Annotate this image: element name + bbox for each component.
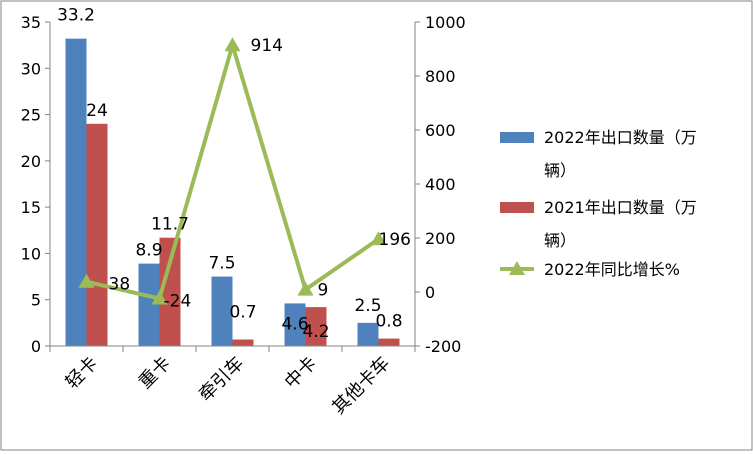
legend-label: 辆） bbox=[544, 161, 576, 180]
growth-marker-0 bbox=[78, 273, 95, 288]
y-right-tick-label: -200 bbox=[425, 337, 461, 356]
growth-data-label: 9 bbox=[318, 281, 329, 301]
bar-series2-3 bbox=[305, 307, 327, 346]
y-left-tick-label: 15 bbox=[21, 198, 41, 217]
growth-data-label: -24 bbox=[164, 291, 192, 311]
bar-data-label: 24 bbox=[86, 101, 108, 121]
y-right-tick-label: 400 bbox=[425, 175, 456, 194]
growth-marker-2 bbox=[224, 37, 241, 52]
legend-label: 2021年出口数量（万 bbox=[544, 198, 697, 217]
bar-series1-2 bbox=[211, 276, 233, 346]
bar-series1-4 bbox=[357, 322, 379, 346]
bar-series2-2 bbox=[232, 339, 254, 346]
bar-series2-4 bbox=[378, 338, 400, 346]
bar-data-label: 4.2 bbox=[302, 322, 329, 342]
growth-marker-3 bbox=[297, 281, 314, 296]
bar-data-label: 4.6 bbox=[281, 314, 308, 334]
growth-marker-4 bbox=[370, 231, 387, 246]
y-left-tick-label: 20 bbox=[21, 152, 41, 171]
bar-series2-0 bbox=[86, 123, 108, 346]
y-left-tick-label: 35 bbox=[21, 13, 41, 32]
bar-data-label: 2.5 bbox=[354, 296, 381, 316]
bar-series1-1 bbox=[138, 263, 160, 346]
legend-label: 2022年同比增长% bbox=[544, 260, 680, 279]
growth-marker-1 bbox=[151, 290, 168, 305]
bar-data-label: 11.7 bbox=[151, 215, 189, 235]
legend-label: 2022年出口数量（万 bbox=[544, 128, 697, 147]
legend-swatch-0 bbox=[500, 132, 534, 143]
legend-swatch-1 bbox=[500, 202, 534, 213]
bar-series1-0 bbox=[65, 38, 87, 347]
y-left-tick-label: 10 bbox=[21, 244, 41, 263]
y-right-tick-label: 0 bbox=[425, 283, 435, 302]
bar-data-label: 0.8 bbox=[375, 312, 402, 332]
y-right-tick-label: 200 bbox=[425, 229, 456, 248]
y-right-tick-label: 600 bbox=[425, 121, 456, 140]
y-left-tick-label: 0 bbox=[31, 337, 41, 356]
bar-data-label: 0.7 bbox=[229, 303, 256, 323]
growth-data-label: 38 bbox=[109, 275, 131, 295]
y-right-tick-label: 800 bbox=[425, 67, 456, 86]
legend-label: 辆） bbox=[544, 231, 576, 250]
bar-series1-3 bbox=[284, 303, 306, 346]
bar-data-label: 33.2 bbox=[57, 6, 95, 26]
bar-data-label: 7.5 bbox=[208, 254, 235, 274]
bar-data-label: 8.9 bbox=[135, 241, 162, 261]
y-left-tick-label: 5 bbox=[31, 291, 41, 310]
bar-series2-1 bbox=[159, 237, 181, 346]
legend-triangle-icon bbox=[509, 261, 525, 275]
growth-data-label: 196 bbox=[379, 230, 411, 250]
y-left-tick-label: 25 bbox=[21, 106, 41, 125]
growth-data-label: 914 bbox=[251, 36, 283, 56]
y-right-tick-label: 1000 bbox=[425, 13, 466, 32]
y-left-tick-label: 30 bbox=[21, 59, 41, 78]
